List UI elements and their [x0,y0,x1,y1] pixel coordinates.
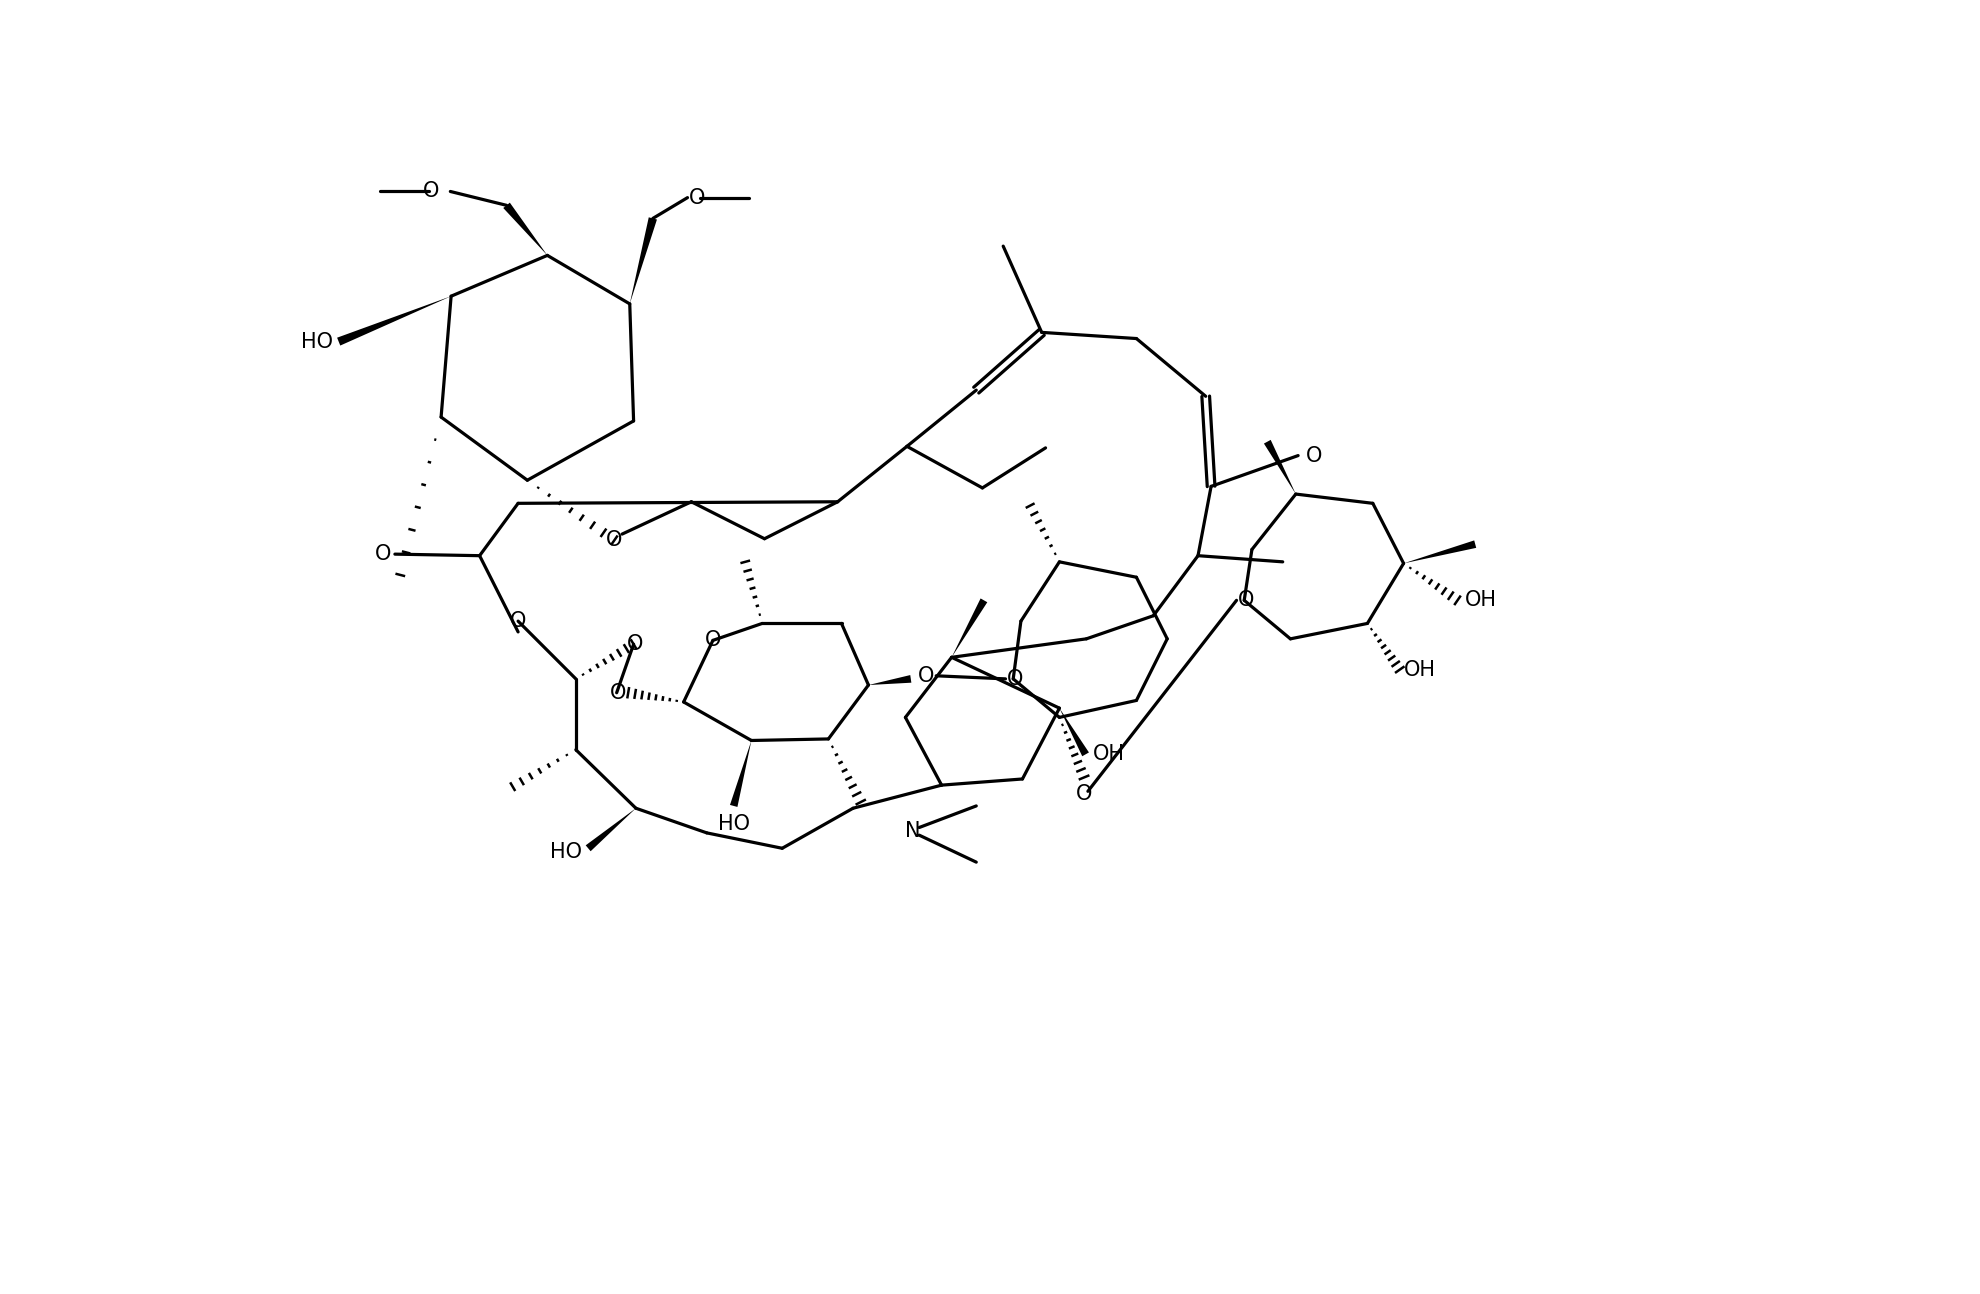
Text: O: O [1075,784,1093,804]
Text: HO: HO [301,331,333,352]
Text: OH: OH [1404,660,1436,679]
Text: OH: OH [1093,744,1125,765]
Text: O: O [705,630,721,651]
Polygon shape [630,217,657,304]
Text: O: O [628,634,644,655]
Polygon shape [952,598,988,657]
Polygon shape [869,675,911,685]
Text: O: O [610,683,626,703]
Polygon shape [1404,541,1477,563]
Text: O: O [1006,669,1024,688]
Text: HO: HO [717,814,750,833]
Text: O: O [606,531,622,550]
Text: O: O [689,188,705,207]
Polygon shape [586,809,636,851]
Text: OH: OH [1465,590,1497,611]
Text: HO: HO [550,842,582,862]
Text: O: O [1307,445,1323,466]
Polygon shape [337,296,451,345]
Polygon shape [1059,708,1089,756]
Polygon shape [1263,440,1295,494]
Text: O: O [919,666,935,686]
Text: O: O [424,181,440,202]
Text: O: O [511,611,527,631]
Text: O: O [1238,590,1253,611]
Polygon shape [503,203,546,255]
Text: N: N [905,822,921,841]
Polygon shape [731,740,752,807]
Text: O: O [374,545,392,564]
